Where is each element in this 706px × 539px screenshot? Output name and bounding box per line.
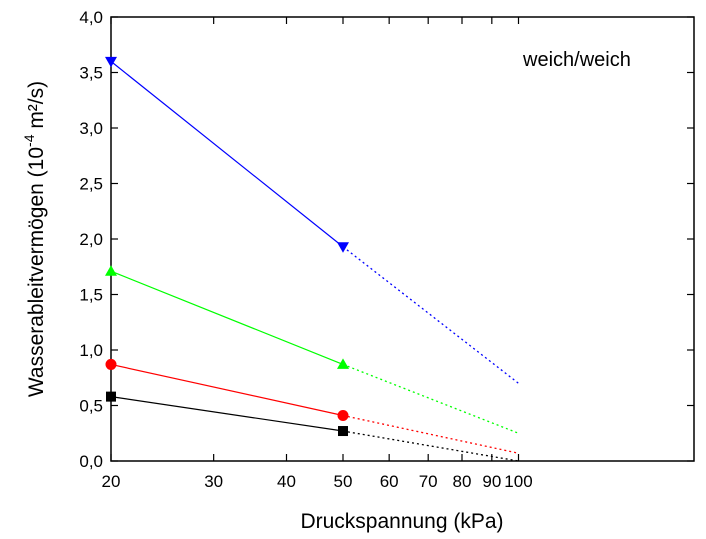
x-tick-label: 70	[419, 472, 438, 491]
series-line	[110, 60, 344, 248]
data-point	[105, 56, 117, 68]
y-tick-label: 3,0	[79, 119, 103, 138]
series-extrapolation-line	[342, 414, 519, 454]
y-tick-label: 4,0	[79, 8, 103, 27]
x-axis-ticks: 20 30 40 50 60 70 80 90 100	[102, 17, 533, 491]
x-tick-label: 90	[482, 472, 501, 491]
data-point	[106, 391, 116, 402]
y-tick-label: 2,5	[79, 175, 103, 194]
y-axis-ticks: 0,0 0,5 1,0 1,5 2,0 2,5 3,0 3,5 4,0	[79, 8, 694, 471]
data-point	[337, 409, 349, 421]
series-extrapolation-line	[342, 363, 519, 434]
data-point	[336, 358, 349, 369]
series-line	[110, 270, 344, 365]
series	[105, 56, 519, 384]
y-tick-label: 0,5	[79, 397, 103, 416]
series-line	[110, 396, 344, 432]
y-axis-title-exponent: -4	[21, 134, 37, 147]
x-tick-label: 20	[102, 472, 121, 491]
y-tick-label: 1,5	[79, 286, 103, 305]
plot-frame	[110, 16, 695, 462]
x-tick-label: 80	[453, 472, 472, 491]
y-tick-label: 0,0	[79, 452, 103, 471]
x-tick-label: 100	[504, 472, 532, 491]
series-extrapolation-line	[342, 246, 519, 384]
y-axis-title-main: Wasserableitvermögen (10	[25, 147, 48, 397]
y-axis-title: Wasserableitvermögen (10-4 m²/s)	[21, 81, 48, 397]
x-tick-label: 40	[277, 472, 296, 491]
series	[106, 391, 519, 462]
y-tick-label: 2,0	[79, 230, 103, 249]
series-layer	[105, 56, 519, 462]
y-tick-label: 1,0	[79, 341, 103, 360]
data-point	[105, 265, 117, 276]
x-axis-title: Druckspannung (kPa)	[300, 510, 503, 533]
series-extrapolation-line	[342, 430, 519, 462]
data-point	[105, 358, 117, 370]
chart-annotation: weich/weich	[522, 49, 631, 71]
series	[105, 358, 519, 454]
series-line	[110, 363, 344, 417]
data-point	[336, 242, 349, 253]
data-point	[337, 426, 348, 437]
x-tick-label: 60	[380, 472, 399, 491]
y-axis-title-unit: m²/s)	[25, 81, 48, 135]
x-tick-label: 30	[204, 472, 223, 491]
series	[105, 265, 519, 434]
x-tick-label: 50	[334, 472, 353, 491]
y-tick-label: 3,5	[79, 64, 103, 83]
